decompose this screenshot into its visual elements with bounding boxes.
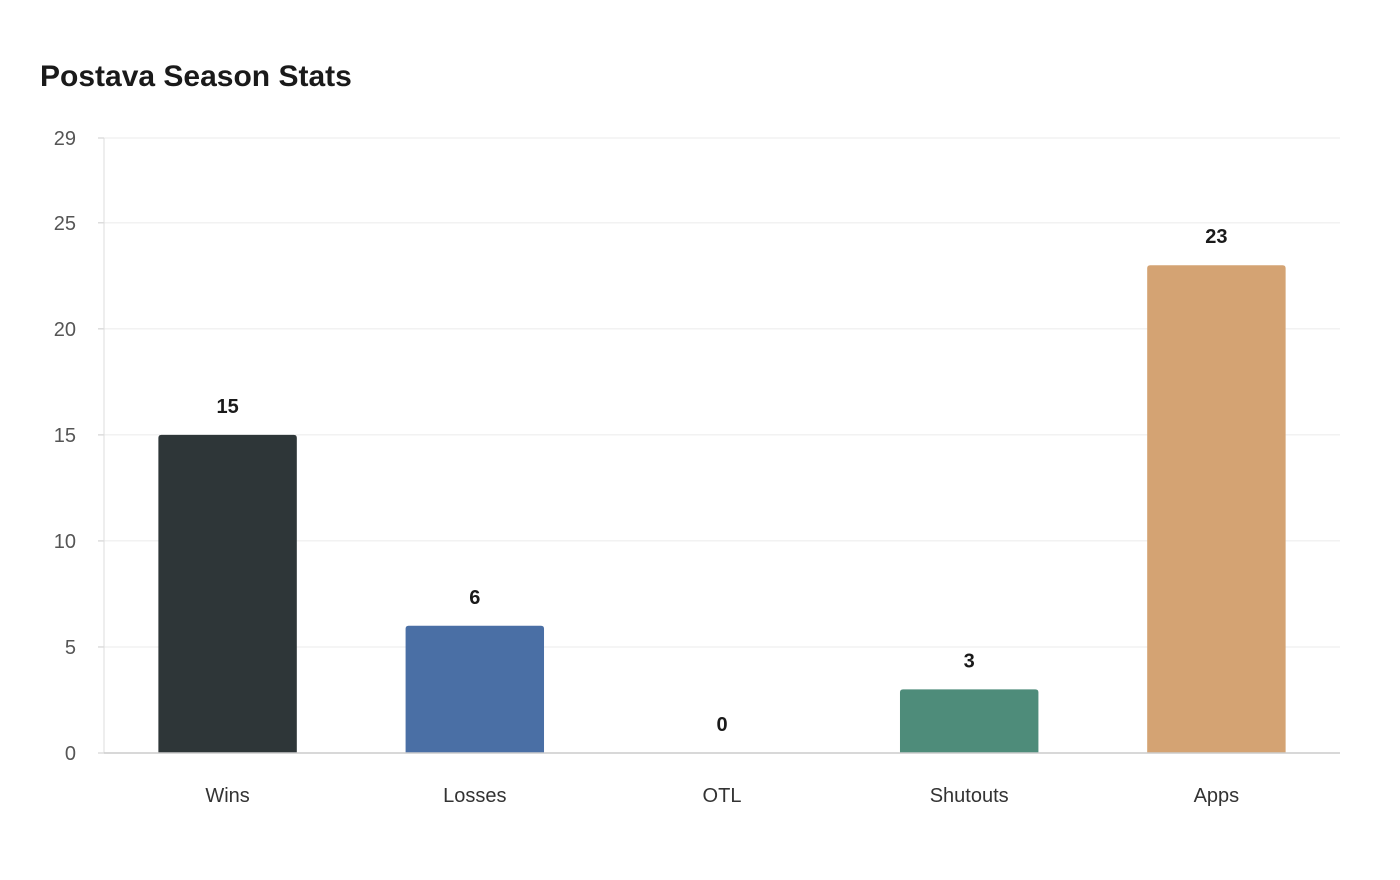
data-label: 3 [964, 650, 975, 672]
y-tick-label: 5 [65, 637, 76, 659]
x-tick-label: Apps [1194, 785, 1240, 807]
chart-title: Postava Season Stats [40, 60, 352, 93]
y-tick-label: 15 [54, 425, 76, 447]
bar-shutouts [899, 689, 1039, 753]
x-tick-label: OTL [703, 785, 742, 807]
x-tick-label: Wins [205, 785, 249, 807]
bar-losses [405, 625, 545, 753]
bar-wins [158, 434, 297, 753]
y-tick-label: 25 [54, 213, 76, 235]
x-tick-label: Shutouts [930, 785, 1009, 807]
data-label: 6 [469, 587, 480, 609]
y-tick-label: 29 [54, 128, 76, 150]
y-tick-label: 0 [65, 743, 76, 765]
x-tick-label: Losses [443, 785, 506, 807]
data-label: 15 [216, 396, 238, 418]
data-label: 0 [716, 714, 727, 736]
data-label: 23 [1205, 226, 1227, 248]
y-tick-label: 20 [54, 319, 76, 341]
y-tick-label: 10 [54, 531, 76, 553]
bar-apps [1147, 265, 1286, 753]
